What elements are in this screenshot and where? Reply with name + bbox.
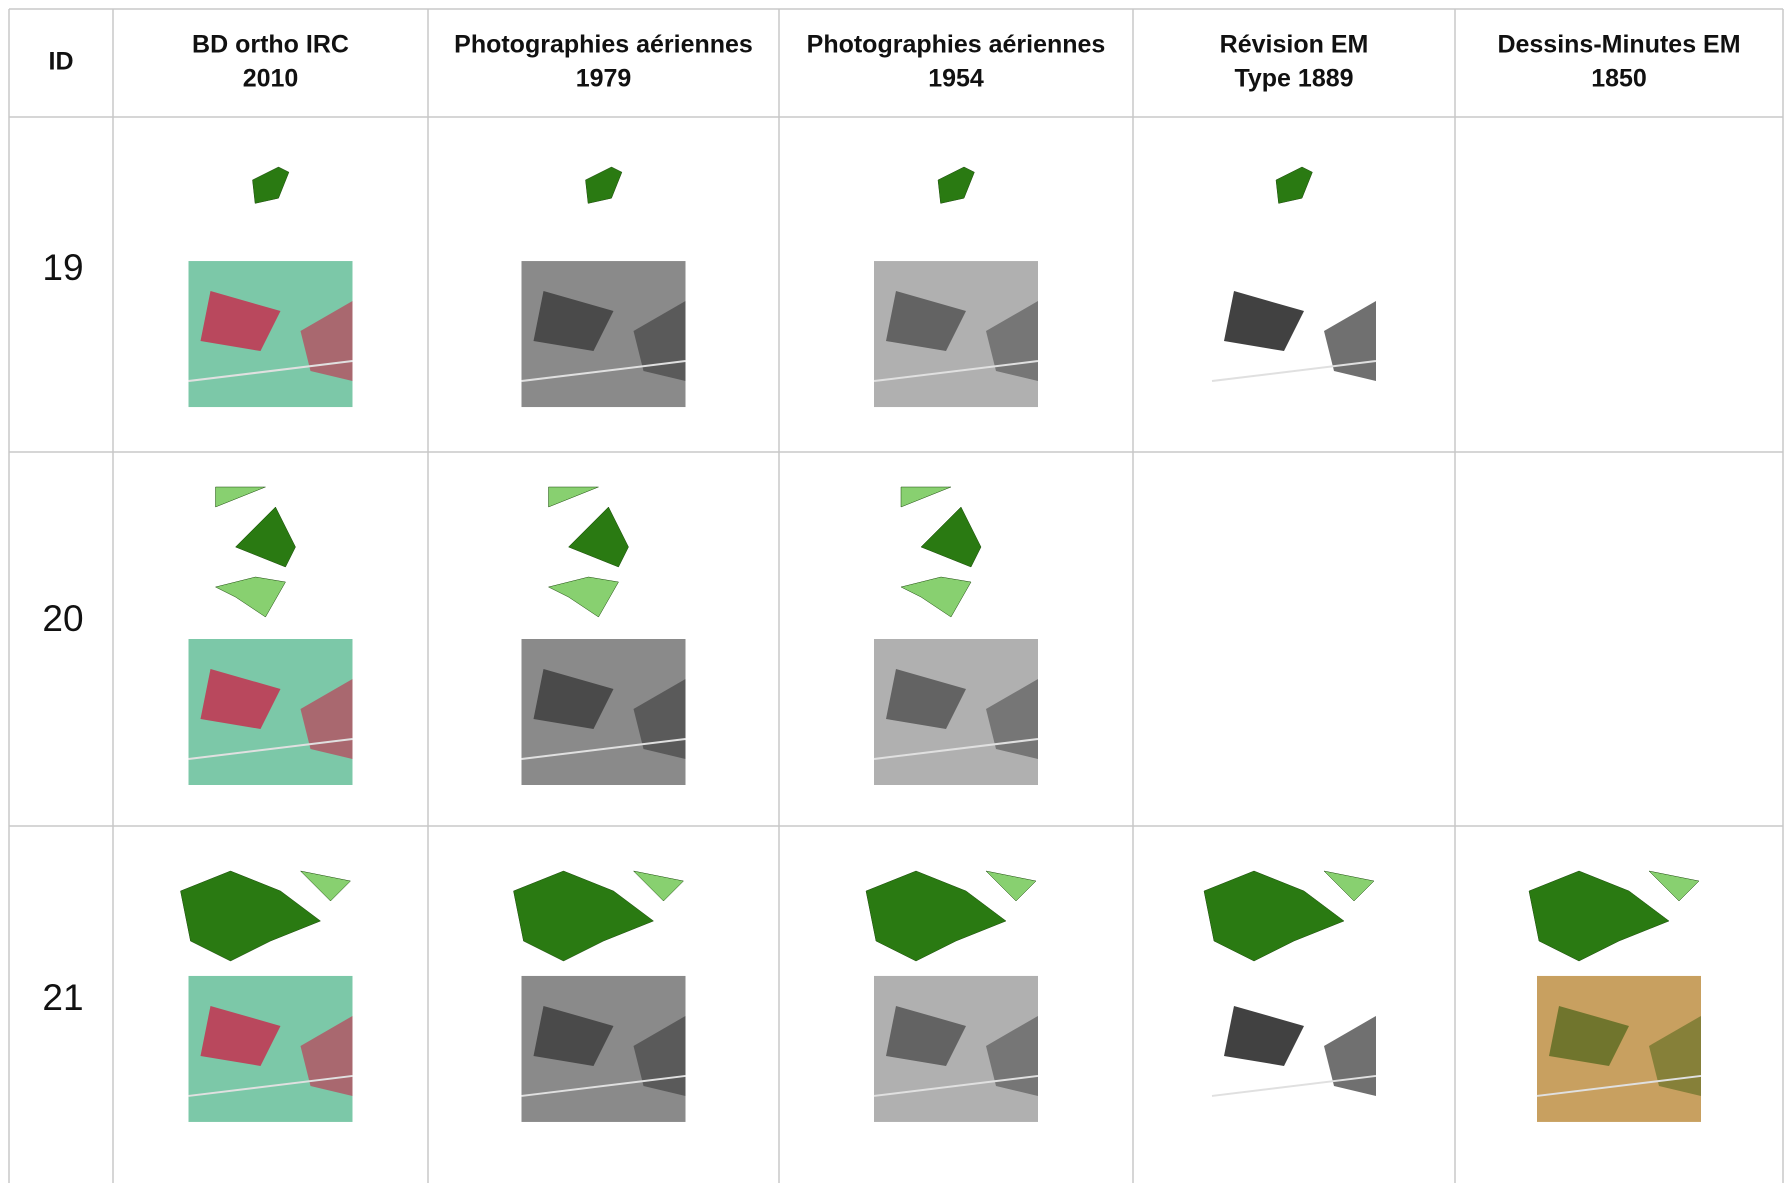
cell-figure bbox=[521, 166, 686, 408]
row-id: 19 bbox=[42, 247, 83, 288]
thumbnail-detail bbox=[1324, 1015, 1376, 1096]
shape bbox=[214, 576, 286, 618]
thumbnail-detail bbox=[188, 360, 353, 383]
thumbnail-detail bbox=[1649, 1015, 1701, 1096]
shape bbox=[299, 870, 352, 902]
row-id: 20 bbox=[42, 598, 83, 639]
shape bbox=[548, 486, 599, 508]
thumbnail-detail bbox=[1549, 1005, 1629, 1066]
header-text: Révision EM bbox=[1220, 31, 1369, 59]
thumbnail-detail bbox=[188, 738, 353, 760]
header-text: Dessins-Minutes EM bbox=[1497, 31, 1740, 59]
thumbnail-detail bbox=[200, 1005, 281, 1066]
thumbnail-detail bbox=[300, 1015, 353, 1096]
cell-figure bbox=[873, 166, 1039, 408]
thumbnail-detail bbox=[873, 360, 1039, 383]
thumbnail-detail bbox=[300, 679, 353, 759]
header-text: BD ortho IRC bbox=[192, 31, 349, 59]
cell-figure bbox=[180, 870, 353, 1122]
shape bbox=[900, 486, 952, 508]
shape bbox=[1203, 870, 1345, 962]
header-text: 2010 bbox=[243, 65, 299, 93]
cell-figure bbox=[521, 486, 686, 785]
cell-figure bbox=[188, 166, 353, 408]
cell-figure bbox=[865, 870, 1039, 1122]
header-text: Photographies aériennes bbox=[807, 31, 1106, 59]
shape bbox=[235, 506, 296, 568]
shape bbox=[1648, 870, 1700, 902]
thumbnail-detail bbox=[986, 679, 1038, 759]
cell-figure bbox=[1211, 166, 1377, 408]
thumbnail-detail bbox=[1211, 1074, 1377, 1097]
header-text: Type 1889 bbox=[1234, 65, 1353, 93]
thumbnail-detail bbox=[533, 291, 614, 352]
shape bbox=[180, 870, 322, 962]
shape bbox=[568, 506, 629, 568]
shape bbox=[547, 576, 619, 618]
thumbnail-detail bbox=[873, 1074, 1039, 1097]
thumbnail-detail bbox=[986, 301, 1038, 382]
header-text: 1850 bbox=[1591, 65, 1647, 93]
shape bbox=[865, 870, 1007, 962]
shape bbox=[585, 166, 623, 204]
thumbnail-detail bbox=[521, 738, 686, 760]
thumbnail-detail bbox=[1211, 360, 1377, 383]
thumbnail-detail bbox=[533, 1005, 614, 1066]
cell-figure bbox=[513, 870, 686, 1122]
shape bbox=[1528, 870, 1670, 962]
shape bbox=[1323, 870, 1375, 902]
thumbnail-detail bbox=[633, 301, 686, 382]
thumbnail-detail bbox=[200, 291, 281, 352]
thumbnail-detail bbox=[521, 1074, 686, 1097]
cell-figure bbox=[1528, 870, 1702, 1122]
thumbnail-detail bbox=[886, 669, 966, 729]
thumbnail-detail bbox=[633, 679, 686, 759]
thumbnail-detail bbox=[300, 301, 353, 382]
cell-figure bbox=[873, 486, 1039, 785]
header-text: 1979 bbox=[576, 65, 632, 93]
thumbnail-detail bbox=[986, 1015, 1038, 1096]
shape bbox=[900, 576, 972, 618]
shape bbox=[985, 870, 1037, 902]
thumbnail-detail bbox=[533, 669, 614, 729]
shape bbox=[513, 870, 655, 962]
shape bbox=[937, 166, 975, 204]
thumbnail-detail bbox=[188, 1074, 353, 1097]
shape bbox=[252, 166, 290, 204]
thumbnail-detail bbox=[200, 669, 281, 729]
shape bbox=[632, 870, 685, 902]
thumbnail-detail bbox=[1324, 301, 1376, 382]
thumbnail-detail bbox=[1224, 1005, 1304, 1066]
thumbnail-detail bbox=[873, 738, 1039, 760]
cell-figure bbox=[1203, 870, 1377, 1122]
thumbnail-detail bbox=[521, 360, 686, 383]
thumbnail-detail bbox=[1536, 1074, 1702, 1097]
cell-figure bbox=[188, 486, 353, 785]
thumbnail-detail bbox=[886, 1005, 966, 1066]
header-text: Photographies aériennes bbox=[454, 31, 753, 59]
thumbnail-detail bbox=[633, 1015, 686, 1096]
thumbnail-detail bbox=[886, 291, 966, 352]
header-text: ID bbox=[49, 48, 74, 76]
shape bbox=[1275, 166, 1313, 204]
shape bbox=[920, 506, 982, 568]
row-id: 21 bbox=[42, 977, 83, 1018]
header-text: 1954 bbox=[928, 65, 984, 93]
thumbnail-detail bbox=[1224, 291, 1304, 352]
shape bbox=[215, 486, 266, 508]
